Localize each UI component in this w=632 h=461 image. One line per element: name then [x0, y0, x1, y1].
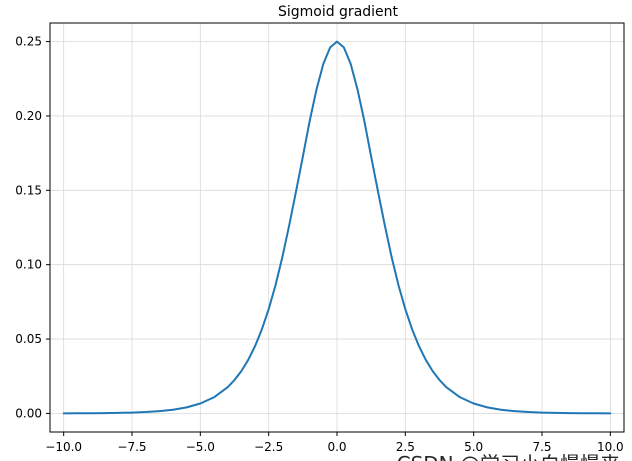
- y-tick-label: 0.20: [15, 109, 42, 123]
- x-tick-label: 10.0: [597, 440, 624, 454]
- y-tick-label: 0.15: [15, 183, 42, 197]
- chart-title: Sigmoid gradient: [278, 4, 399, 20]
- x-tick-label: −7.5: [117, 440, 146, 454]
- x-tick-label: −5.0: [186, 440, 215, 454]
- y-axis: 0.00 0.05 0.10 0.15 0.20 0.25: [15, 35, 50, 420]
- grid: [50, 23, 624, 432]
- series-line-0: [62, 40, 612, 415]
- y-tick-label: 0.05: [15, 332, 42, 346]
- x-tick-label: 7.5: [532, 440, 551, 454]
- x-tick-label: 5.0: [464, 440, 483, 454]
- x-axis: −10.0 −7.5 −5.0 −2.5 0.0 2.5 5.0 7.5 10.0: [45, 432, 624, 454]
- x-tick-label: 2.5: [396, 440, 415, 454]
- y-tick-label: 0.00: [15, 406, 42, 420]
- x-tick-label: 0.0: [327, 440, 346, 454]
- y-tick-label: 0.10: [15, 258, 42, 272]
- y-tick-label: 0.25: [15, 35, 42, 49]
- series-layer: [62, 40, 612, 415]
- x-tick-label: −2.5: [254, 440, 283, 454]
- watermark: CSDN @学习小白慢慢来: [397, 452, 620, 461]
- x-tick-label: −10.0: [45, 440, 82, 454]
